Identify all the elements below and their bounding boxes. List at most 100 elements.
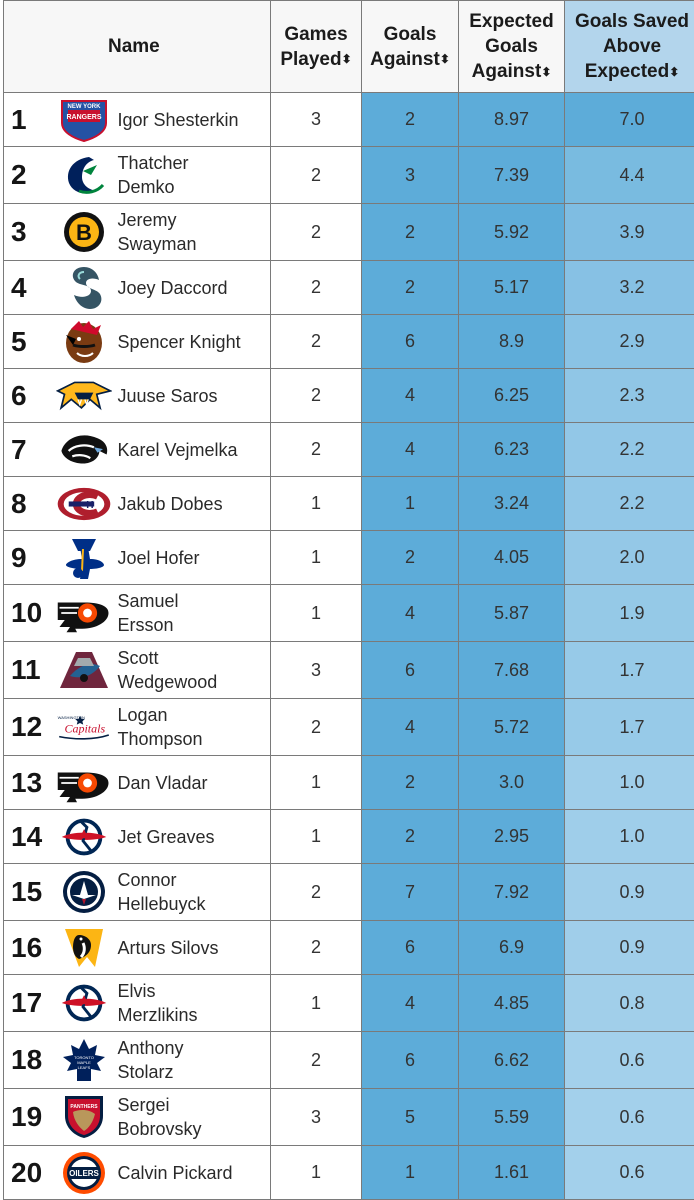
oilers-logo: OILERS [56, 1151, 112, 1195]
goals-against-cell: 4 [361, 368, 459, 423]
table-row: 6 Juuse Saros 2 4 6.25 2.3 [3, 368, 694, 423]
team-logo-cell [49, 368, 118, 423]
table-row: 5 Spencer Knight 2 6 8.9 2.9 [3, 314, 694, 369]
capitals-logo: WASHINGTON Capitals [56, 705, 112, 749]
goals-saved-above-expected-cell: 2.2 [564, 476, 694, 531]
sort-icon[interactable]: ⬍ [341, 52, 352, 67]
expected-goals-against-cell: 3.0 [458, 755, 565, 810]
table-row: 19 PANTHERS Sergei Bobrovsky 3 5 5.59 0.6 [3, 1088, 694, 1146]
games-played-cell: 1 [270, 476, 362, 531]
games-played-cell: 2 [270, 368, 362, 423]
goals-against-cell: 1 [361, 1145, 459, 1200]
expected-goals-against-cell: 4.85 [458, 974, 565, 1032]
table-row: 11 Scott Wedgewood 3 6 7.68 1.7 [3, 641, 694, 699]
header-games-played[interactable]: Games Played⬍ [270, 0, 362, 93]
team-logo-cell: NEW YORK RANGERS [49, 92, 118, 147]
header-name[interactable]: Name [3, 0, 271, 93]
player-name-cell: Jakub Dobes [117, 476, 271, 531]
player-name-cell: Joey Daccord [117, 260, 271, 315]
flyers-logo [56, 591, 112, 635]
games-played-cell: 2 [270, 422, 362, 477]
goals-saved-above-expected-cell: 0.9 [564, 920, 694, 975]
team-logo-cell [49, 920, 118, 975]
goals-saved-above-expected-cell: 3.2 [564, 260, 694, 315]
sort-icon[interactable]: ⬍ [439, 52, 450, 67]
player-name-cell: Logan Thompson [117, 698, 271, 756]
svg-text:TORONTO: TORONTO [74, 1055, 94, 1060]
player-name-cell: Anthony Stolarz [117, 1031, 271, 1089]
rank-cell: 11 [3, 641, 50, 699]
games-played-cell: 2 [270, 863, 362, 921]
blue-jackets-logo [56, 815, 112, 859]
table-row: 15 Connor Hellebuyck 2 7 7.92 0.9 [3, 863, 694, 921]
player-name-cell: Jeremy Swayman [117, 203, 271, 261]
jets-logo [56, 870, 112, 914]
header-row: Name Games Played⬍ Goals Against⬍ Expect… [3, 0, 694, 93]
player-name-cell: Scott Wedgewood [117, 641, 271, 699]
games-played-cell: 3 [270, 92, 362, 147]
table-row: 12 WASHINGTON Capitals Logan Thompson 2 4 5.72 1… [3, 698, 694, 756]
player-name-cell: Arturs Silovs [117, 920, 271, 975]
sort-icon[interactable]: ⬍ [541, 64, 552, 79]
goals-saved-above-expected-cell: 1.0 [564, 755, 694, 810]
player-name-cell: Calvin Pickard [117, 1145, 271, 1200]
team-logo-cell [49, 755, 118, 810]
header-expected-goals-against[interactable]: Expected Goals Against⬍ [458, 0, 565, 93]
goals-against-cell: 6 [361, 920, 459, 975]
expected-goals-against-cell: 5.59 [458, 1088, 565, 1146]
expected-goals-against-cell: 5.17 [458, 260, 565, 315]
header-goals-against[interactable]: Goals Against⬍ [361, 0, 459, 93]
expected-goals-against-cell: 6.9 [458, 920, 565, 975]
rank-cell: 15 [3, 863, 50, 921]
goals-saved-above-expected-cell: 2.9 [564, 314, 694, 369]
bruins-logo: B [56, 210, 112, 254]
rangers-logo: NEW YORK RANGERS [56, 98, 112, 142]
goals-saved-above-expected-cell: 0.6 [564, 1031, 694, 1089]
goals-against-cell: 4 [361, 974, 459, 1032]
rank-cell: 6 [3, 368, 50, 423]
goals-against-cell: 4 [361, 584, 459, 642]
goals-saved-above-expected-cell: 2.3 [564, 368, 694, 423]
games-played-cell: 1 [270, 530, 362, 585]
goals-saved-above-expected-cell: 4.4 [564, 146, 694, 204]
player-name-cell: Karel Vejmelka [117, 422, 271, 477]
rank-cell: 19 [3, 1088, 50, 1146]
goals-against-cell: 5 [361, 1088, 459, 1146]
rank-cell: 3 [3, 203, 50, 261]
svg-text:WASHINGTON: WASHINGTON [57, 715, 84, 720]
rank-cell: 20 [3, 1145, 50, 1200]
goals-against-cell: 1 [361, 476, 459, 531]
svg-text:MAPLE: MAPLE [77, 1060, 91, 1065]
goals-against-cell: 6 [361, 314, 459, 369]
games-played-cell: 2 [270, 146, 362, 204]
predators-logo [55, 374, 112, 418]
table-row: 4 Joey Daccord 2 2 5.17 3.2 [3, 260, 694, 315]
maple-leafs-logo: TORONTO MAPLE LEAFS [56, 1038, 112, 1082]
games-played-cell: 1 [270, 809, 362, 864]
goals-saved-above-expected-cell: 7.0 [564, 92, 694, 147]
header-name-label: Name [108, 36, 160, 57]
kraken-logo [56, 266, 112, 310]
expected-goals-against-cell: 8.97 [458, 92, 565, 147]
rank-cell: 4 [3, 260, 50, 315]
games-played-cell: 1 [270, 974, 362, 1032]
expected-goals-against-cell: 3.24 [458, 476, 565, 531]
expected-goals-against-cell: 6.25 [458, 368, 565, 423]
rank-cell: 5 [3, 314, 50, 369]
table-row: 20 OILERS Calvin Pickard 1 1 1.61 0.6 [3, 1145, 694, 1200]
header-goals-saved-above-expected[interactable]: Goals Saved Above Expected⬍ [564, 0, 694, 93]
player-name-cell: Juuse Saros [117, 368, 271, 423]
goals-against-cell: 2 [361, 203, 459, 261]
goals-against-cell: 4 [361, 422, 459, 477]
goals-against-cell: 2 [361, 530, 459, 585]
games-played-cell: 2 [270, 260, 362, 315]
goals-against-cell: 2 [361, 260, 459, 315]
sort-icon[interactable]: ⬍ [669, 64, 680, 79]
team-logo-cell [49, 863, 118, 921]
team-logo-cell [49, 641, 118, 699]
svg-text:LEAFS: LEAFS [77, 1065, 90, 1070]
svg-text:H: H [86, 500, 93, 511]
canucks-logo [56, 153, 112, 197]
games-played-cell: 2 [270, 314, 362, 369]
svg-text:RANGERS: RANGERS [66, 114, 101, 121]
